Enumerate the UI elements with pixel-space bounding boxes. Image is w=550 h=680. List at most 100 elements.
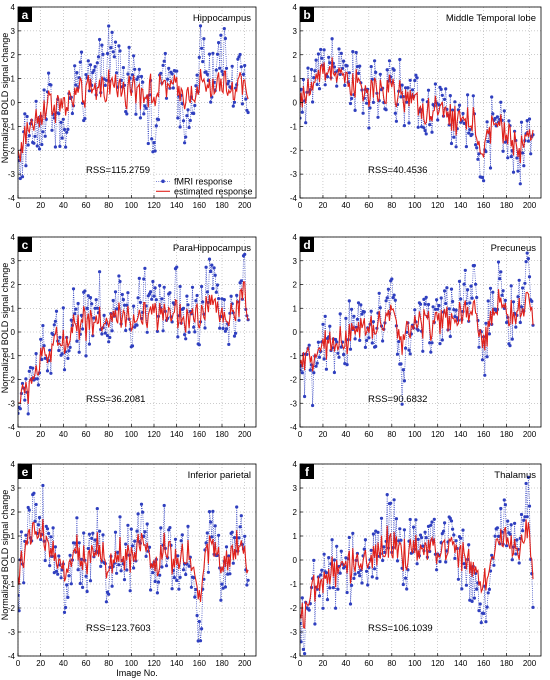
fmri-response-point [488,166,493,170]
x-tick-label: 20 [36,201,45,210]
fmri-response-point [214,68,218,72]
rss-label: RSS=106.1039 [368,623,433,634]
fmri-response-point [342,352,346,357]
y-tick-label: 1 [11,75,16,84]
fmri-response-point [509,284,513,288]
fmri-response-point [36,523,41,527]
fmri-response-point [390,277,394,281]
x-tick-label: 180 [500,201,514,210]
fmri-response-point [315,361,319,365]
fmri-response-point [198,24,203,28]
fmri-response-point [392,293,396,297]
fmri-response-point [158,573,162,577]
x-tick-label: 60 [364,430,373,439]
fmri-response-point [162,285,166,289]
x-tick-label: 40 [59,659,68,668]
fmri-response-point [402,124,406,128]
fmri-response-point [413,78,417,83]
x-tick-label: 80 [104,201,113,210]
fmri-response-point [121,298,125,302]
fmri-response-point [18,407,22,411]
fmri-response-point [415,562,419,566]
estimated-response-line [300,57,534,163]
series-group [300,251,535,408]
fmri-response-point [438,560,442,564]
fmri-response-point [324,571,328,575]
fmri-response-point [243,63,247,68]
fmri-response-point [60,568,64,572]
fmri-response-point [337,355,341,359]
fmri-response-point [213,273,217,277]
fmri-response-point [215,52,220,56]
x-tick-label: 20 [36,659,45,668]
fmri-response-point [107,24,111,28]
fmri-response-point [57,112,61,116]
fmri-response-point [164,564,169,568]
fmri-response-point [506,519,510,523]
fmri-response-point [514,325,518,329]
fmri-response-point [62,610,67,615]
fmri-response-point [472,263,476,268]
fmri-response-point [394,119,398,123]
panel-title: Inferior parietal [188,470,251,481]
fmri-response-point [336,587,340,591]
fmri-response-point [500,293,504,297]
x-tick-label: 200 [523,659,537,668]
fmri-response-point [363,538,367,542]
fmri-response-point [98,37,102,42]
fmri-response-point [238,52,242,57]
fmri-response-point [505,544,509,548]
fmri-response-point [399,362,403,366]
fmri-response-point [385,296,389,300]
y-tick-label: -4 [8,423,16,432]
fmri-response-point [101,533,105,537]
fmri-response-point [232,100,237,104]
fmri-response-point [202,37,206,41]
fmri-response-point [521,529,525,533]
fmri-response-point [47,531,51,536]
fmri-response-point [100,332,104,336]
fmri-response-point [32,141,36,145]
fmri-response-point [130,544,135,548]
fmri-response-point [45,527,50,531]
fmri-response-point [49,371,53,375]
fmri-response-point [488,286,493,290]
x-tick-label: 100 [125,201,139,210]
fmri-response-point [508,532,512,537]
chart-panel-c: 0 20 40 60 80 100 120 140 160 180 200 -4 -3 -2 -1 0 1 2 3 4… [8,233,257,439]
fmri-response-point [323,314,327,318]
fmri-response-point [110,30,114,34]
x-tick-label: 60 [364,659,373,668]
fmri-response-point [322,48,326,52]
fmri-response-point [484,620,488,624]
x-tick-label: 120 [147,659,161,668]
fmri-response-point [485,605,489,609]
fmri-response-point [350,583,354,588]
fmri-response-point [440,338,444,342]
fmri-response-point [319,573,323,577]
fmri-response-point [56,572,60,576]
fmri-response-point [452,135,456,139]
fmri-response-point [356,570,361,575]
fmri-response-point [53,545,58,549]
fmri-response-point [525,119,529,123]
fmri-response-point [49,83,53,87]
fmri-response-point [519,512,524,517]
fmri-response-point [192,111,196,116]
fmri-response-point [331,586,335,590]
y-tick-label: 0 [293,99,298,108]
fmri-response-point [34,99,38,103]
series-group [18,24,250,181]
fmri-response-point [385,493,389,497]
fmri-response-point [161,329,165,333]
x-tick-label: 80 [387,659,396,668]
fmri-response-point [154,298,158,302]
fmri-response-point [217,533,221,537]
fmri-response-point [122,578,127,582]
fmri-response-point [376,115,380,119]
fmri-response-point [316,52,320,56]
fmri-response-point [92,68,96,72]
fmri-response-point [451,108,455,112]
fmri-response-point [416,537,420,542]
fmri-response-point [128,589,132,593]
